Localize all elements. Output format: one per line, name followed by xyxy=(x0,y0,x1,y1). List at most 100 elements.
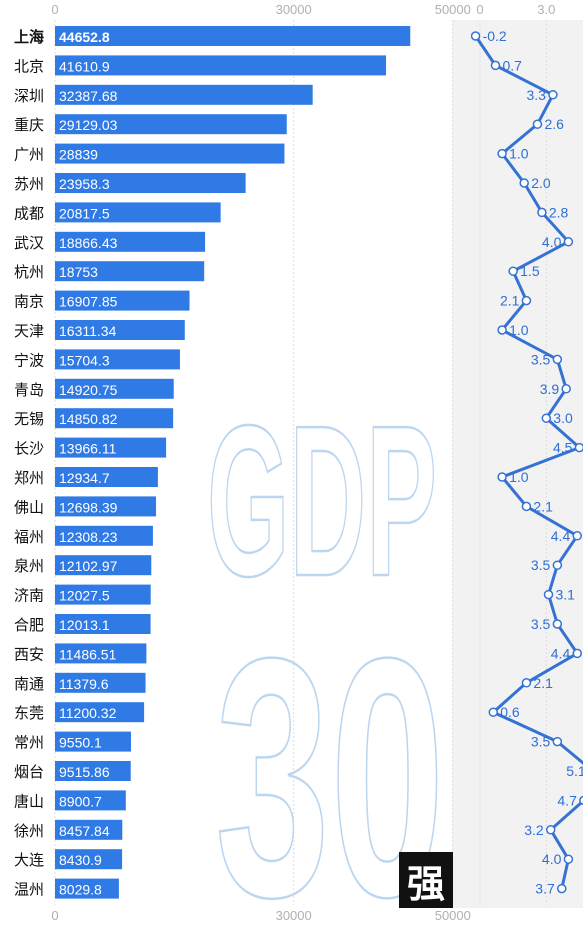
bar-value-label: 12102.97 xyxy=(59,558,118,574)
gridlines xyxy=(54,20,454,905)
growth-value-label: 4.4 xyxy=(551,645,571,661)
bottom-axis-ticks: 0 30000 50000 xyxy=(51,908,470,923)
bar-value-label: 8457.84 xyxy=(59,823,110,839)
bar-value-label: 12013.1 xyxy=(59,617,110,633)
bar-value-label: 15704.3 xyxy=(59,352,110,368)
growth-value-label: 2.0 xyxy=(531,175,551,191)
category-label: 泉州 xyxy=(14,557,44,575)
bar-value-label: 11486.51 xyxy=(59,646,117,662)
growth-point xyxy=(561,384,571,394)
growth-value-label: 3.5 xyxy=(531,734,551,750)
category-label: 唐山 xyxy=(14,792,44,810)
growth-value-label: 1.5 xyxy=(520,263,540,279)
category-label: 宁波 xyxy=(14,351,44,369)
category-label: 广州 xyxy=(14,146,44,164)
bar-value-label: 14920.75 xyxy=(59,382,118,398)
category-label: 天津 xyxy=(14,322,44,340)
growth-point xyxy=(548,90,558,100)
growth-point xyxy=(563,854,574,864)
bar xyxy=(55,202,221,223)
growth-value-label: -0.2 xyxy=(483,28,507,44)
growth-value-label: 3.5 xyxy=(531,351,551,367)
growth-point xyxy=(574,442,583,453)
bar-axis-tick-bottom: 30000 xyxy=(276,908,312,923)
category-label: 无锡 xyxy=(14,410,44,428)
category-label: 温州 xyxy=(14,881,44,899)
bar-axis-tick-top: 0 xyxy=(51,2,58,17)
bar-value-label: 44652.8 xyxy=(59,29,110,45)
bar xyxy=(55,878,119,899)
category-label: 常州 xyxy=(14,734,44,752)
growth-value-label: 4.5 xyxy=(553,440,573,456)
bar xyxy=(55,672,146,693)
category-label: 烟台 xyxy=(14,763,44,781)
bar xyxy=(55,525,153,546)
bar xyxy=(55,378,174,399)
bar-value-label: 11200.32 xyxy=(59,705,117,721)
bar xyxy=(55,320,185,340)
growth-point xyxy=(519,178,529,188)
category-label: 福州 xyxy=(14,528,44,546)
category-label: 佛山 xyxy=(14,498,44,516)
growth-panel-background xyxy=(452,20,583,908)
category-label: 深圳 xyxy=(14,87,44,105)
growth-point xyxy=(557,883,567,894)
bar xyxy=(55,408,174,429)
growth-point xyxy=(488,707,499,717)
bar xyxy=(55,702,145,723)
category-label: 武汉 xyxy=(14,234,44,252)
bar xyxy=(55,584,151,605)
growth-value-label: 3.5 xyxy=(531,616,551,632)
bar xyxy=(55,467,158,487)
growth-point xyxy=(532,119,543,129)
category-label: 苏州 xyxy=(14,175,44,193)
bar xyxy=(55,614,151,634)
bar xyxy=(55,290,190,311)
growth-point xyxy=(552,619,563,629)
category-label: 徐州 xyxy=(14,822,44,840)
bar xyxy=(55,143,285,164)
watermark: GDP 30 xyxy=(206,379,447,928)
growth-value-label: 3.7 xyxy=(535,881,555,897)
growth-value-label: 0.7 xyxy=(502,57,522,73)
bar xyxy=(55,84,313,105)
growth-value-label: 2.8 xyxy=(549,204,569,220)
bar xyxy=(55,437,167,458)
growth-point xyxy=(579,795,583,806)
bar xyxy=(55,55,387,76)
bar-value-label: 23958.3 xyxy=(59,176,110,192)
category-label: 济南 xyxy=(14,587,44,605)
bar-value-label: 28839 xyxy=(59,147,98,163)
bar-value-label: 41610.9 xyxy=(59,58,110,74)
growth-point xyxy=(541,413,552,423)
bar xyxy=(55,173,246,193)
growth-value-label: 5.1 xyxy=(566,763,583,779)
growth-value-label: 0.6 xyxy=(500,704,520,720)
bar-axis-tick-bottom: 50000 xyxy=(435,908,471,923)
bar xyxy=(55,819,123,840)
growth-line-series: 03.06.0-0.20.73.32.61.02.02.84.01.52.11.… xyxy=(470,2,583,905)
bar-value-label: 12308.23 xyxy=(59,529,118,545)
bar xyxy=(55,114,287,135)
bar-value-label: 12027.5 xyxy=(59,588,110,604)
growth-point xyxy=(521,295,532,306)
growth-point xyxy=(497,148,507,159)
growth-value-label: 2.1 xyxy=(533,498,553,514)
bar xyxy=(55,761,131,781)
category-label: 南京 xyxy=(14,293,44,311)
growth-value-label: 3.0 xyxy=(553,410,573,426)
bar xyxy=(55,790,126,811)
bar-value-label: 16907.85 xyxy=(59,294,118,310)
category-label: 东莞 xyxy=(14,704,44,722)
bar-value-label: 12698.39 xyxy=(59,499,118,515)
growth-point xyxy=(552,736,563,747)
bar xyxy=(55,349,180,370)
growth-value-label: 1.0 xyxy=(509,146,529,162)
bar-value-label: 18753 xyxy=(59,264,98,280)
growth-point xyxy=(572,648,582,659)
growth-value-label: 3.3 xyxy=(526,87,546,103)
bar-value-label: 18866.43 xyxy=(59,235,118,251)
category-label: 郑州 xyxy=(14,469,44,487)
growth-axis-tick: 0 xyxy=(476,2,483,17)
